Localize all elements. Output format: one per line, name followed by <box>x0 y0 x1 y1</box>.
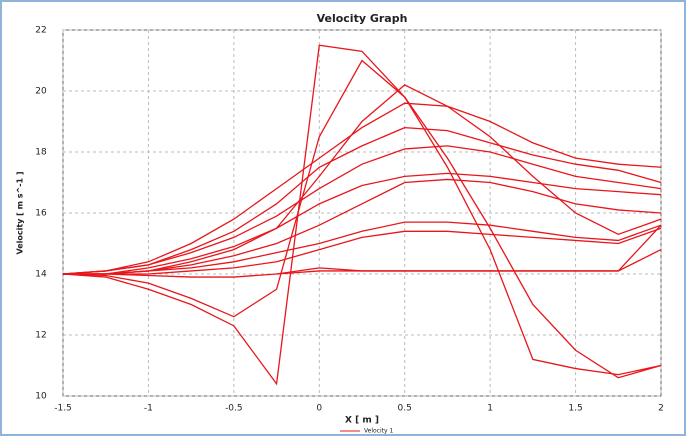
y-tick-label: 12 <box>35 331 46 341</box>
series-line <box>63 172 662 275</box>
y-tick-label: 10 <box>35 392 47 402</box>
x-tick-label: -1 <box>144 404 153 414</box>
series-line <box>63 178 662 275</box>
x-tick-label: -0.5 <box>225 404 243 414</box>
plot-area <box>62 29 662 397</box>
x-tick-label: 2 <box>658 404 664 414</box>
series-line <box>62 59 662 379</box>
y-tick-label: 16 <box>35 209 47 219</box>
y-axis-label: Velocity [ m s^-1 ] <box>16 171 25 254</box>
series-line <box>62 44 662 386</box>
y-tick-label: 14 <box>35 270 47 280</box>
x-tick-label: 0.5 <box>398 404 412 414</box>
series-line <box>63 249 662 278</box>
chart-title: Velocity Graph <box>317 12 408 25</box>
legend-label: Velocity 1 <box>364 428 393 435</box>
x-axis-label: X [ m ] <box>345 416 379 426</box>
x-tick-label: 1.5 <box>568 404 582 414</box>
x-tick-label: 0 <box>316 404 322 414</box>
series-line <box>63 221 662 275</box>
x-tick-label: 1 <box>487 404 493 414</box>
y-tick-label: 22 <box>35 26 46 36</box>
series-line <box>63 227 662 275</box>
series-line <box>63 84 662 275</box>
series-line <box>62 102 662 275</box>
y-tick-label: 20 <box>35 87 47 97</box>
series-line <box>62 126 662 275</box>
x-tick-label: -1.5 <box>54 404 72 414</box>
series-line <box>62 145 662 275</box>
y-tick-label: 18 <box>35 148 47 158</box>
